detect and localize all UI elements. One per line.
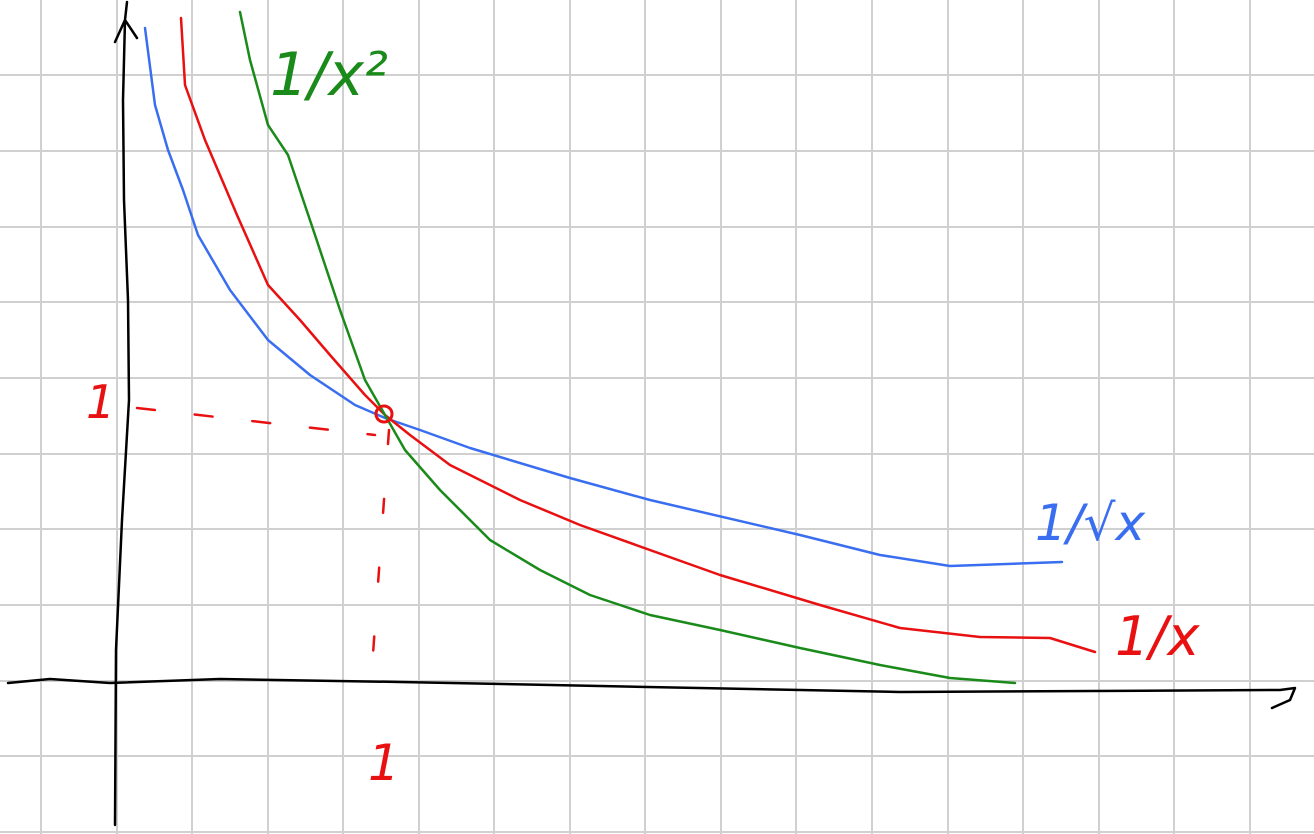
dashed-x-guide [372,430,389,668]
x-axis [8,679,1295,708]
grid-paper [0,0,1314,834]
inv-label: 1/x [1115,605,1201,668]
inv-sqrt-label: 1/√x [1035,494,1146,552]
y-one-label: 1 [86,375,115,429]
inv-square-label: 1/x² [270,40,388,110]
inv-curve [181,18,1095,652]
inv-square-curve [240,12,1015,683]
dashed-y-guide [137,408,375,435]
x-one-label: 1 [368,734,400,792]
y-axis [115,2,137,825]
sketch: 1/x² 1/√x 1/x 1 1 [0,0,1314,834]
